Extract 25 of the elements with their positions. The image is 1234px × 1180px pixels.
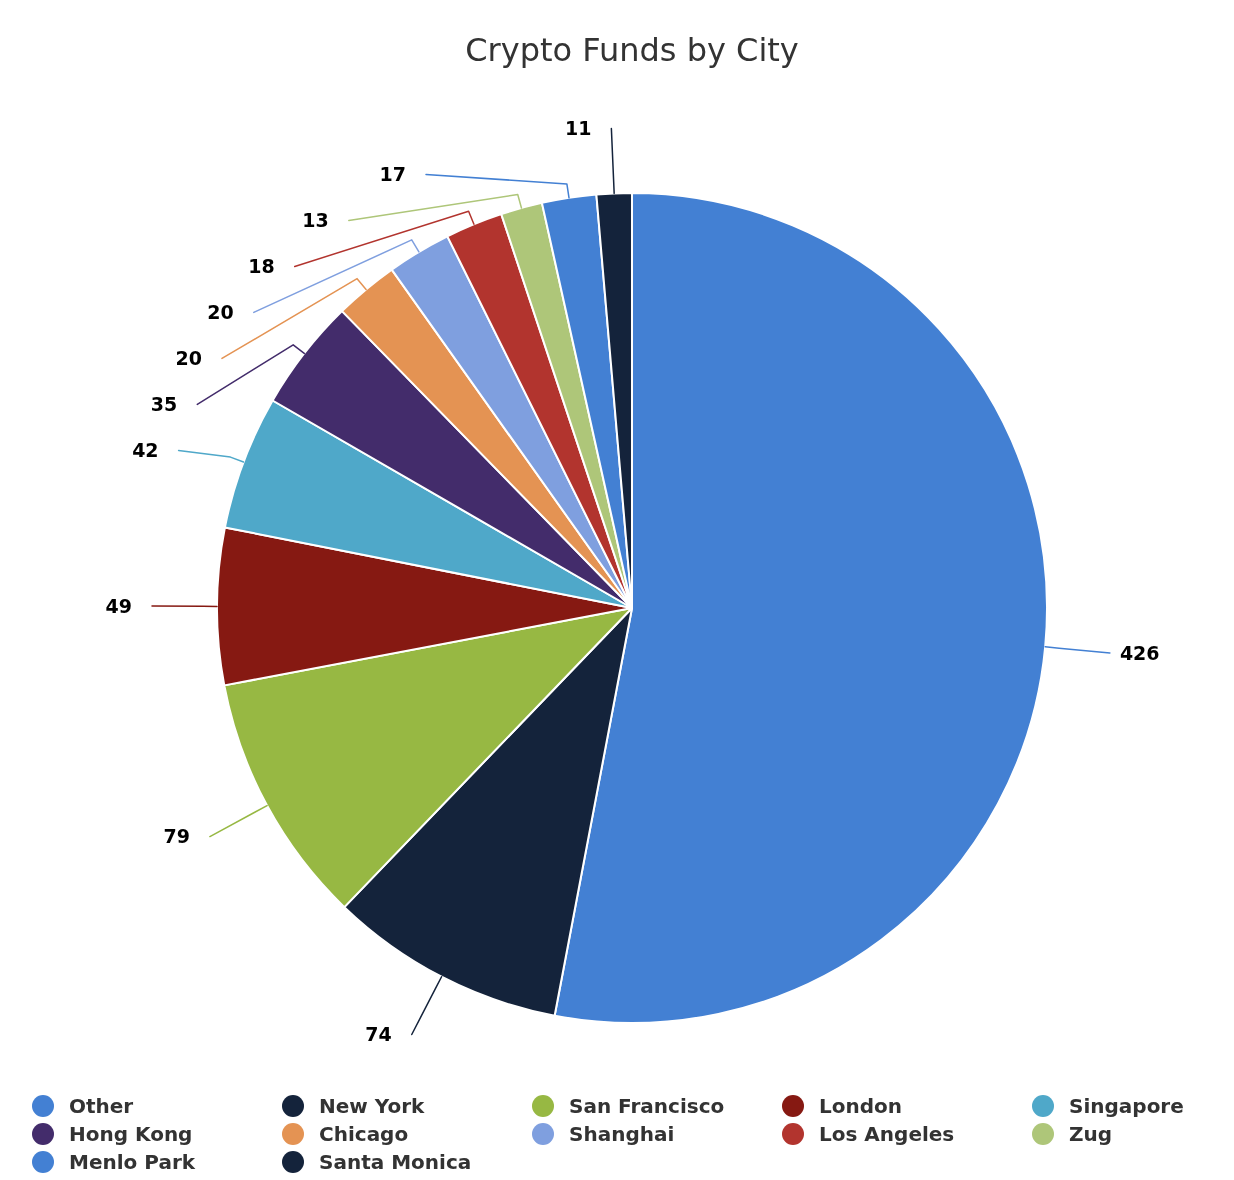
legend-label: San Francisco bbox=[569, 1094, 725, 1119]
legend-label: New York bbox=[319, 1094, 425, 1119]
legend-label: Santa Monica bbox=[319, 1150, 472, 1175]
legend-label: Shanghai bbox=[569, 1122, 675, 1147]
legend-label: Chicago bbox=[319, 1122, 409, 1147]
data-label: 79 bbox=[163, 825, 190, 848]
data-label: 35 bbox=[150, 393, 178, 416]
legend-label: Menlo Park bbox=[69, 1150, 196, 1175]
data-label: 18 bbox=[248, 255, 275, 278]
data-label: 42 bbox=[132, 439, 159, 462]
legend-label: Los Angeles bbox=[819, 1122, 955, 1147]
legend-label: Other bbox=[69, 1094, 134, 1119]
legend-label: London bbox=[819, 1094, 903, 1119]
chart-title: Crypto Funds by City bbox=[465, 31, 799, 70]
data-label: 20 bbox=[207, 301, 234, 324]
legend-label: Zug bbox=[1069, 1122, 1113, 1147]
data-label: 426 bbox=[1119, 641, 1160, 664]
data-label: 49 bbox=[105, 594, 132, 617]
data-label: 17 bbox=[379, 163, 407, 186]
legend-label: Hong Kong bbox=[69, 1122, 193, 1147]
data-label: 74 bbox=[365, 1023, 392, 1046]
data-label: 13 bbox=[302, 209, 329, 232]
legend-label: Singapore bbox=[1069, 1094, 1184, 1119]
data-label: 11 bbox=[564, 117, 592, 140]
data-label: 20 bbox=[175, 347, 202, 370]
